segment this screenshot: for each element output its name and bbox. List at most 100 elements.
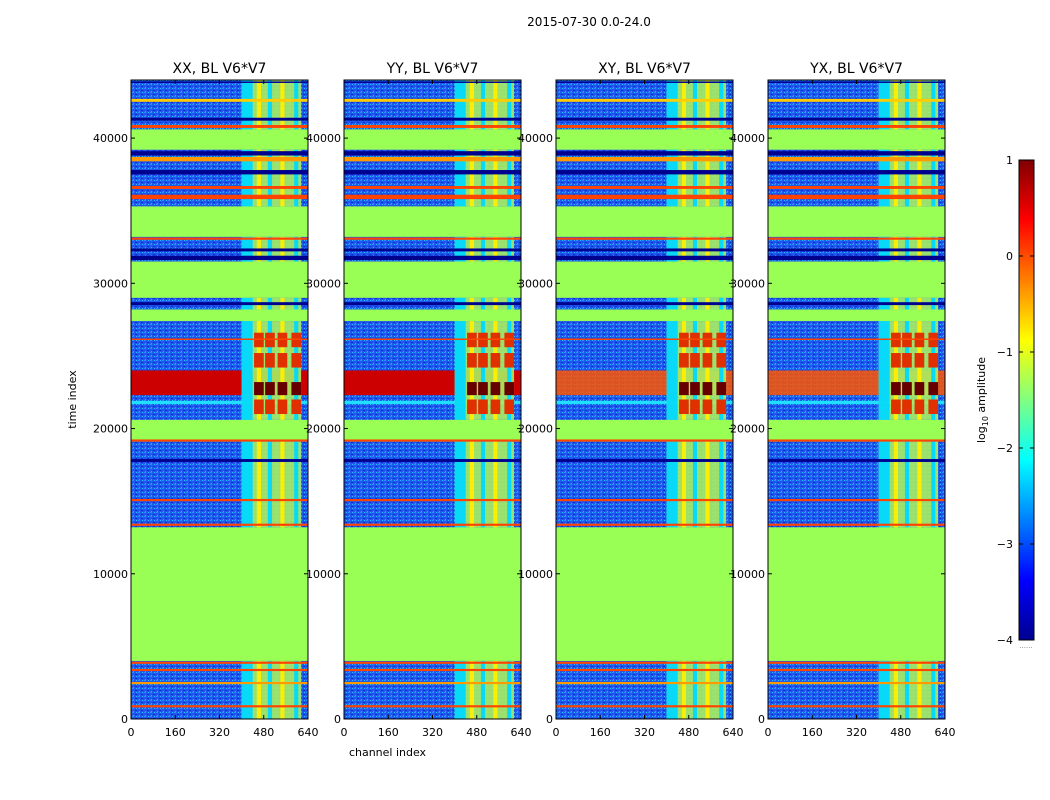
heatmap-flag-block: [131, 309, 308, 322]
x-tick-label: 0: [128, 726, 135, 739]
heatmap-rfi-column: [681, 149, 686, 207]
heatmap-rfi-column: [480, 149, 486, 207]
heatmap-stripe: [768, 523, 945, 526]
colorbar-gradient: [1018, 159, 1035, 641]
heatmap-stripe: [344, 237, 521, 240]
heatmap-rfi-hotspot: [265, 353, 275, 368]
heatmap-rfi-column: [507, 321, 512, 420]
heatmap-rfi-column: [280, 321, 285, 420]
heatmap-rfi-column: [681, 660, 686, 719]
heatmap-rfi-hotspot: [702, 353, 713, 368]
heatmap-rfi-column: [241, 660, 253, 719]
heatmap-rfi-column: [893, 149, 898, 207]
heatmap-flag-block: [768, 129, 945, 150]
heatmap-stripe: [768, 151, 945, 156]
heatmap-rfi-column: [454, 660, 466, 719]
heatmap-stripe: [344, 661, 521, 664]
heatmap-rfi-core: [902, 382, 912, 396]
heatmap-stripe: [344, 156, 521, 162]
heatmap-stripe: [768, 237, 945, 240]
heatmap-rfi-column: [931, 660, 936, 719]
panel-2: YY, BL V6*V7 0 160 320 480 640 0 10000 20000 3000…: [306, 61, 532, 759]
heatmap-flag-block: [556, 527, 733, 661]
heatmap-rfi-column: [280, 80, 285, 130]
heatmap-stripe: [556, 156, 733, 162]
heatmap-rfi-column: [294, 441, 299, 528]
heatmap-rfi-column: [719, 321, 724, 420]
heatmap-band-edge: [556, 400, 733, 404]
heatmap-rfi-column: [705, 321, 710, 420]
heatmap-stripe: [768, 439, 945, 442]
heatmap-stripe: [768, 186, 945, 189]
x-tick-label: 640: [511, 726, 532, 739]
heatmap-stripe: [344, 248, 521, 252]
heatmap-rfi-hotspot: [702, 399, 713, 415]
heatmap-rfi-hotspot: [504, 399, 515, 415]
heatmap-rfi-hotspot: [902, 353, 912, 368]
heatmap-rfi-column: [917, 321, 922, 420]
heatmap-stripe: [768, 498, 945, 502]
y-axis-label: time index: [66, 370, 79, 429]
heatmap-rfi-column: [294, 660, 299, 719]
heatmap-flag-block: [131, 419, 308, 442]
heatmap-stripe: [556, 151, 733, 156]
y-tick-label: 40000: [518, 132, 553, 145]
heatmap-stripe: [768, 170, 945, 175]
x-axis-label: channel index: [349, 746, 427, 759]
heatmap-rfi-column: [666, 660, 678, 719]
heatmap-rfi-hotspot: [716, 399, 727, 415]
heatmap-band-edge: [768, 400, 945, 404]
heatmap-rfi-hotspot: [504, 353, 515, 368]
heatmap-rfi-column: [241, 321, 253, 420]
heatmap-rfi-hotspot: [254, 353, 264, 368]
x-tick-label: 320: [634, 726, 655, 739]
heatmap-rfi-core: [265, 382, 275, 396]
heatmap-stripe: [556, 681, 733, 685]
heatmap-stripe: [344, 459, 521, 462]
x-tick-label: 640: [298, 726, 319, 739]
y-tick-label: 30000: [93, 277, 128, 290]
y-tick-label: 30000: [306, 277, 341, 290]
colorbar-ticks: 1 0 −1 −2 −3 −4: [997, 154, 1034, 647]
panel-3: XY, BL V6*V7 0 160 320 480 640 0 10000 20000 3000…: [518, 61, 744, 739]
heatmap-rfi-hotspot: [467, 399, 477, 415]
heatmap-stripe: [556, 248, 733, 252]
heatmap-stripe: [768, 681, 945, 685]
heatmap-stripe: [344, 439, 521, 442]
heatmap-rfi-column: [666, 441, 678, 528]
heatmap-rfi-column: [493, 321, 498, 420]
heatmap-rfi-column: [507, 80, 512, 130]
heatmap-rfi-hotspot: [277, 399, 288, 415]
heatmap-rfi-core: [891, 382, 901, 396]
colorbar-tick-label: −1: [997, 346, 1013, 359]
heatmap-rfi-column: [917, 660, 922, 719]
heatmap-stripe: [768, 117, 945, 121]
heatmap-stripe: [556, 705, 733, 708]
heatmap-rfi-column: [267, 321, 273, 420]
heatmap-stripe: [344, 498, 521, 502]
heatmap-rfi-column: [931, 321, 936, 420]
heatmap-stripe: [131, 255, 308, 261]
heatmap-stripe: [131, 117, 308, 121]
heatmap-rfi-core: [504, 382, 515, 396]
y-tick-label: 0: [758, 713, 765, 726]
heatmap-rfi-hotspot: [291, 399, 302, 415]
panels-group: XX, BL V6*V7 0 160 320 480 640 0 10000 20000 3000…: [66, 61, 956, 759]
heatmap-flag-block: [768, 309, 945, 322]
heatmap-rfi-column: [917, 80, 922, 130]
heatmap-stripe: [768, 98, 945, 102]
heatmap-stripe: [556, 194, 733, 200]
heatmap-flag-block: [131, 527, 308, 661]
heatmap-stripe: [131, 302, 308, 306]
heatmap-rfi-column: [878, 149, 890, 207]
heatmap-stripe: [131, 98, 308, 102]
heatmap-rfi-column: [267, 149, 273, 207]
heatmap-rfi-hotspot: [490, 399, 501, 415]
heatmap-rfi-column: [878, 321, 890, 420]
colorbar-dots: ......: [1019, 642, 1032, 650]
heatmap-flag-block: [556, 419, 733, 442]
heatmap-rfi-column: [493, 80, 498, 130]
heatmap-rfi-hotspot: [291, 353, 302, 368]
heatmap-stripe: [131, 248, 308, 252]
heatmap-flag-block: [131, 206, 308, 237]
